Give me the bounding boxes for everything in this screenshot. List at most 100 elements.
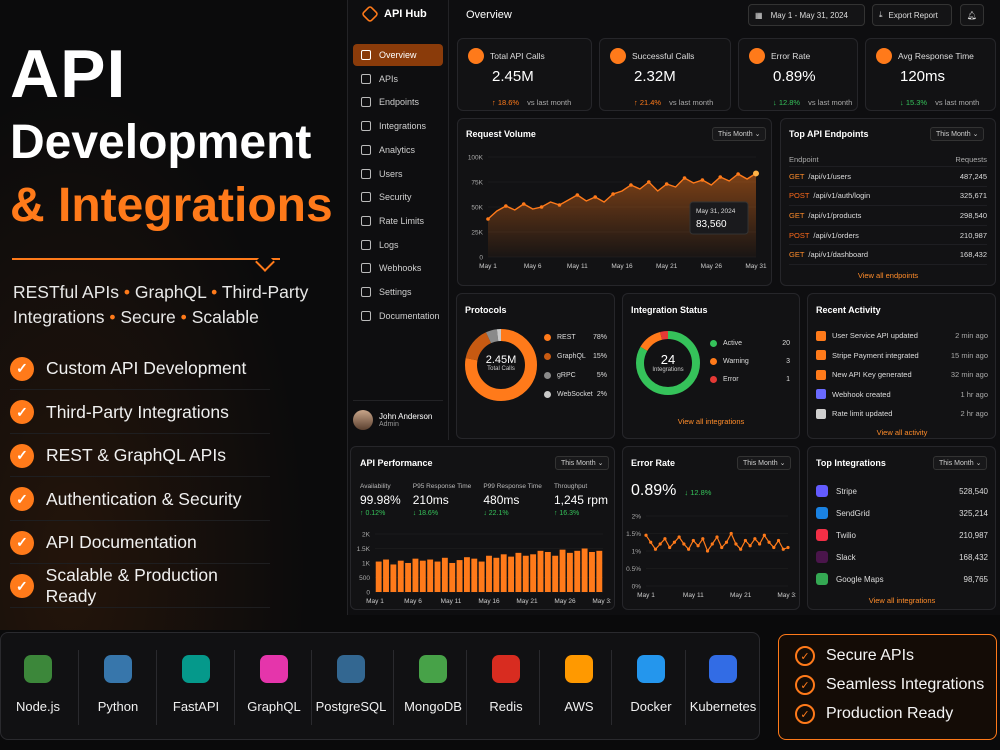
protocols-center: 2.45M Total Calls — [485, 354, 517, 372]
tech-label: AWS — [564, 699, 594, 714]
http-method: POST — [789, 191, 810, 201]
list-item[interactable]: Slack 168,432 — [816, 546, 988, 568]
sidebar-item-label: Logs — [379, 239, 399, 250]
user-profile[interactable]: John Anderson Admin — [353, 400, 443, 434]
data-point — [664, 182, 669, 186]
data-point — [687, 547, 691, 551]
app-logo[interactable]: API Hub — [360, 4, 427, 24]
endpoint-cell: POST/api/v1/orders — [789, 231, 859, 240]
list-item[interactable]: New API Key generated 32 min ago — [816, 365, 988, 385]
sidebar-item-rate-limits[interactable]: Rate Limits — [353, 210, 443, 232]
y-tick-label: 0% — [632, 584, 642, 591]
legend-item: Warning 3 — [710, 352, 790, 370]
list-item[interactable]: Twilio 210,987 — [816, 524, 988, 546]
sidebar-item-label: Rate Limits — [379, 215, 425, 226]
hero-title-line3: & Integrations — [10, 179, 333, 232]
data-point — [557, 203, 562, 207]
sendgrid-icon — [816, 507, 828, 519]
bar — [559, 549, 566, 592]
sidebar-item-label: Security — [379, 192, 412, 203]
view-all-top-integrations-link[interactable]: View all integrations — [868, 596, 936, 605]
top-endpoints-period-select[interactable]: This Month ⌄ — [930, 127, 985, 141]
table-row[interactable]: GET/api/v1/products 298,540 — [789, 206, 987, 226]
hero-panel — [0, 0, 350, 630]
kpi-delta-row: ↓ 15.3% vs last month — [900, 92, 979, 110]
bar — [589, 551, 595, 592]
legend-item: gRPC 5% — [544, 366, 607, 385]
endpoint-requests: 210,987 — [959, 230, 987, 240]
tech-label: FastAPI — [172, 699, 220, 714]
integration-status-legend: Active 20 Warning 3 Error 1 — [710, 334, 790, 388]
request-volume-period-select[interactable]: This Month ⌄ — [712, 127, 767, 141]
list-item[interactable]: Webhook created 1 hr ago — [816, 385, 988, 405]
feature-item: ✓ REST & GraphQL APIs — [10, 435, 270, 477]
feature-item: ✓ API Documentation — [10, 522, 270, 564]
kpi-delta: ↓ 15.3% — [900, 98, 928, 107]
view-all-integrations-link[interactable]: View all integrations — [677, 417, 745, 426]
list-item[interactable]: Rate limit updated 2 hr ago — [816, 404, 988, 424]
sidebar-item-integrations[interactable]: Integrations — [353, 115, 443, 137]
data-point — [739, 547, 743, 551]
sidebar-item-endpoints[interactable]: Endpoints — [353, 91, 443, 113]
legend-label: WebSocket — [557, 391, 593, 398]
sidebar-item-logs[interactable]: Logs — [353, 234, 443, 256]
sidebar-item-analytics[interactable]: Analytics — [353, 139, 443, 161]
list-item[interactable]: Stripe Payment integrated 15 min ago — [816, 346, 988, 366]
kpi-card: Successful Calls 2.32M ↑ 21.4% vs last mont… — [599, 38, 731, 111]
error-rate-period-select[interactable]: This Month ⌄ — [737, 456, 792, 470]
list-item[interactable]: Google Maps 98,765 — [816, 568, 988, 590]
y-tick-label: 50K — [471, 205, 483, 212]
tech-item-mongodb: MongoDB — [395, 645, 471, 714]
sidebar-item-users[interactable]: Users — [353, 163, 443, 185]
protocols-legend: REST 78% GraphQL 15% gRPC 5% WebSocket 2% — [544, 328, 607, 404]
page-title: Overview — [466, 9, 512, 21]
top-integrations-period-select[interactable]: This Month ⌄ — [933, 456, 988, 470]
api-performance-title: API Performance — [360, 458, 433, 468]
sidebar-item-apis[interactable]: APIs — [353, 68, 443, 90]
bar — [427, 559, 434, 592]
sidebar-item-label: APIs — [379, 73, 399, 84]
view-all-endpoints-link[interactable]: View all endpoints — [857, 270, 919, 280]
sidebar-item-webhooks[interactable]: Webhooks — [353, 257, 443, 279]
documentation-icon — [361, 310, 371, 321]
table-row[interactable]: POST/api/v1/orders 210,987 — [789, 226, 987, 246]
list-item[interactable]: User Service API updated 2 min ago — [816, 326, 988, 346]
date-range-picker[interactable]: ▦ May 1 - May 31, 2024 — [748, 4, 865, 26]
node-js-icon — [18, 649, 58, 689]
top-integrations-list: Stripe 528,540 SendGrid 325,214 Twilio 210,98… — [816, 480, 988, 590]
tech-item-fastapi: FastAPI — [158, 645, 234, 714]
data-point — [762, 533, 766, 537]
activity-text: Stripe Payment integrated — [832, 350, 919, 360]
check-circle-icon — [610, 48, 626, 64]
list-item[interactable]: SendGrid 325,214 — [816, 502, 988, 524]
bar — [478, 561, 485, 592]
table-row[interactable]: POST/api/v1/auth/login 325,671 — [789, 187, 987, 207]
sidebar-item-security[interactable]: Security — [353, 186, 443, 208]
sidebar-item-settings[interactable]: Settings — [353, 281, 443, 303]
hero-title-line2: Development — [10, 116, 312, 169]
webhooks-icon — [361, 263, 371, 274]
x-tick-label: May 21 — [516, 598, 538, 605]
y-tick-label: 500 — [359, 575, 370, 582]
api-performance-period-select[interactable]: This Month ⌄ — [555, 456, 610, 470]
performance-metric: P95 Response Time 210ms ↓ 18.6% — [413, 483, 472, 517]
table-row[interactable]: GET/api/v1/dashboard 168,432 — [789, 245, 987, 265]
view-all-activity-link[interactable]: View all activity — [876, 428, 928, 437]
error-rate-delta: ↓ 12.8% — [684, 488, 712, 497]
feature-label: Scalable & Production Ready — [45, 565, 218, 606]
kpi-card: Avg Response Time 120ms ↓ 15.3% vs last mon… — [865, 38, 996, 111]
check-circle-icon: ✓ — [795, 646, 815, 666]
metric-label: P99 Response Time — [483, 483, 542, 490]
sidebar-item-overview[interactable]: Overview — [353, 44, 443, 66]
list-item[interactable]: Stripe 528,540 — [816, 480, 988, 502]
feature-label: REST & GraphQL APIs — [46, 445, 226, 465]
export-report-button[interactable]: ⤓ Export Report — [872, 4, 952, 26]
notifications-button[interactable]: 🔔︎ — [960, 4, 984, 26]
sidebar-item-label: Documentation — [379, 310, 440, 321]
sidebar-item-documentation[interactable]: Documentation — [353, 305, 443, 327]
kpi-header: Avg Response Time — [876, 48, 974, 64]
activity-time: 32 min ago — [950, 370, 988, 380]
endpoint-requests: 168,432 — [959, 250, 987, 260]
data-point — [729, 531, 733, 536]
table-row[interactable]: GET/api/v1/users 487,245 — [789, 167, 987, 187]
